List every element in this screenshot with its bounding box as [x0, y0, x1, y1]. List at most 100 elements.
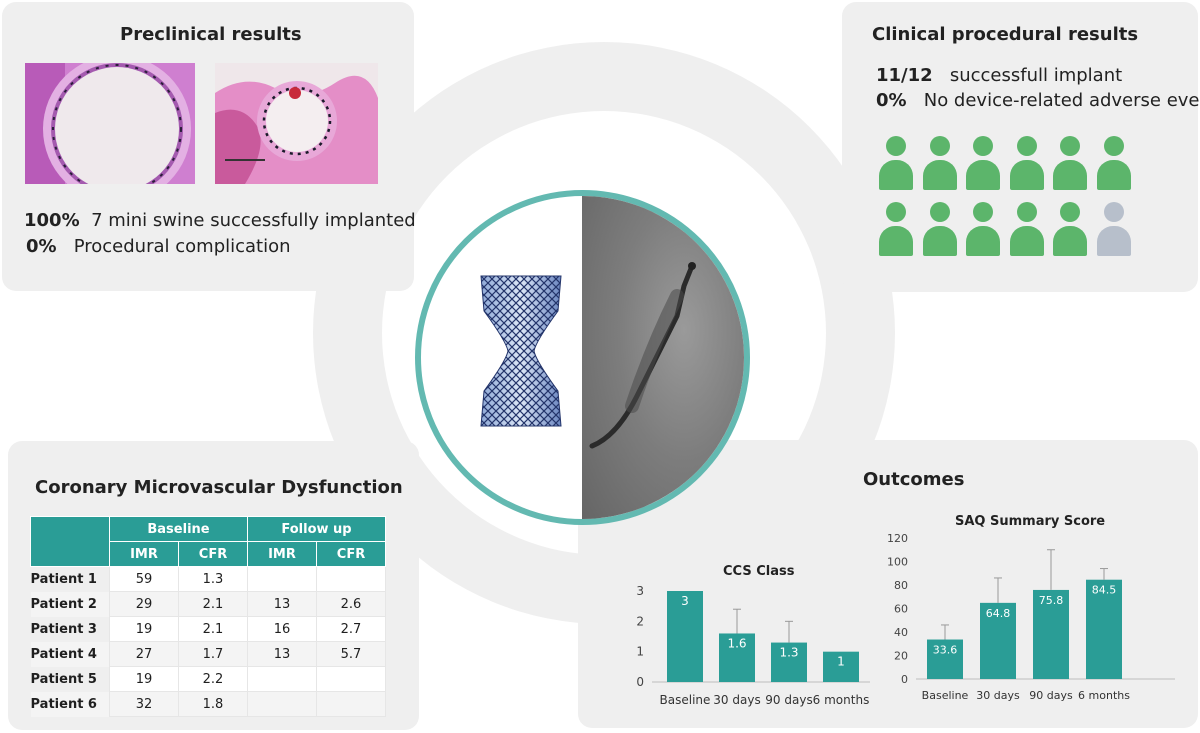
bar: [927, 639, 963, 679]
cell-followup-cfr: [316, 691, 386, 717]
saq-summary-chart: 0 20 40 60 80 100 120 33.6 Baseline 64.8 30 days 75…: [887, 532, 1175, 702]
cell-baseline-imr: 27: [109, 641, 179, 667]
histology-image-stented: [25, 63, 195, 184]
cell-baseline-imr: 32: [109, 691, 179, 717]
cell-baseline-imr: 59: [109, 566, 179, 592]
cell-followup-imr: 13: [247, 591, 317, 617]
person-icon: [965, 136, 1001, 192]
row-label: Patient 6: [30, 691, 110, 717]
person-head: [973, 136, 993, 156]
cmd-table-corner: [30, 516, 110, 567]
bar: [719, 633, 755, 682]
clinical-stat-2: 0% No device-related adverse events: [876, 90, 1200, 111]
person-body: [922, 226, 957, 256]
y-tick-label: 40: [894, 626, 908, 639]
table-row: Patient 5 19 2.2: [31, 666, 386, 692]
table-row: Patient 1 59 1.3: [31, 566, 386, 592]
y-tick-label: 0: [636, 675, 644, 689]
cell-followup-cfr: [316, 566, 386, 592]
person-head: [886, 136, 906, 156]
person-body: [879, 160, 913, 190]
stent-device-illustration: [480, 275, 562, 427]
y-tick-label: 0: [901, 673, 908, 686]
cmd-col-baseline-cfr: CFR: [178, 541, 248, 567]
y-tick-label: 2: [636, 614, 644, 628]
person-body: [922, 160, 957, 190]
table-row: Patient 3 19 2.1 16 2.7: [30, 616, 386, 642]
person-body: [1096, 160, 1131, 190]
cell-baseline-imr: 19: [109, 666, 179, 692]
cmd-table: Baseline Follow up IMR CFR IMR CFR Patie…: [30, 516, 386, 717]
cell-followup-imr: [247, 666, 317, 692]
cell-followup-imr: 13: [247, 641, 317, 667]
person-body: [879, 226, 913, 256]
person-icon: [1096, 136, 1132, 192]
clinical-stat-1-value: 11/12: [876, 65, 933, 86]
person-body: [1009, 226, 1044, 256]
person-icon: [1009, 202, 1045, 258]
cell-baseline-cfr: 2.1: [178, 591, 248, 617]
person-head: [1103, 202, 1124, 222]
y-tick-label: 100: [887, 556, 908, 569]
angiogram-drawing: [589, 262, 696, 449]
person-head: [1103, 136, 1124, 156]
saq-chart-title: SAQ Summary Score: [955, 514, 1106, 529]
y-tick-label: 20: [894, 650, 908, 663]
cell-followup-imr: 16: [247, 616, 317, 642]
cmd-group-baseline: Baseline: [109, 516, 248, 542]
person-body: [966, 160, 1000, 190]
ccs-class-chart: 0 1 2 3 3 Baseline 1.6 30 days 1.3 90 days 1 6 mont…: [636, 584, 870, 707]
cell-baseline-cfr: 1.8: [178, 691, 248, 717]
data-label: 64.8: [986, 607, 1011, 620]
cell-followup-cfr: [316, 666, 386, 692]
outcomes-title: Outcomes: [863, 469, 965, 490]
cmd-col-followup-imr: IMR: [247, 541, 317, 567]
histology-image-control: [215, 63, 378, 184]
clinical-stat-2-value: 0%: [876, 90, 907, 111]
preclinical-stat-1-text: 7 mini swine successfully implanted: [91, 210, 416, 231]
category-label: Baseline: [660, 693, 711, 707]
preclinical-panel: Preclinical results 100% 7 mini swine su…: [2, 2, 416, 291]
table-row: Patient 6 32 1.8: [30, 691, 386, 717]
clinical-stat-1-text: successfull implant: [949, 65, 1123, 86]
cell-followup-cfr: 2.7: [316, 616, 386, 642]
clinical-panel: Clinical procedural results 11/12 succes…: [842, 2, 1200, 292]
person-head: [1016, 202, 1037, 222]
person-icon: [922, 202, 958, 258]
row-label: Patient 3: [30, 621, 97, 637]
cell-followup-cfr: 2.6: [316, 591, 386, 617]
person-icon: [878, 202, 914, 258]
person-icon: [922, 136, 958, 192]
preclinical-stat-2: 0% Procedural complication: [26, 236, 291, 257]
cell-baseline-imr: 19: [109, 616, 179, 642]
person-head: [929, 136, 950, 156]
bar: [771, 642, 807, 682]
table-row: Patient 4 27 1.7 13 5.7: [30, 641, 386, 667]
person-head: [973, 202, 993, 222]
bar: [1033, 589, 1069, 679]
clinical-stat-2-text: No device-related adverse events: [923, 90, 1200, 111]
y-tick-label: 60: [894, 603, 908, 616]
person-head: [1016, 136, 1037, 156]
person-body: [1009, 160, 1044, 190]
preclinical-title: Preclinical results: [120, 24, 302, 45]
person-icon: [1052, 202, 1088, 258]
person-head: [1060, 202, 1080, 222]
table-row: Patient 2 29 2.1 13 2.6: [30, 591, 386, 617]
data-label: 3: [681, 594, 689, 608]
angiogram-image: [582, 196, 744, 519]
cmd-col-followup-cfr: CFR: [316, 541, 386, 567]
person-head: [1060, 136, 1080, 156]
person-icon: [878, 136, 914, 192]
data-label: 75.8: [1039, 594, 1064, 607]
cell-baseline-cfr: 1.7: [178, 641, 248, 667]
y-tick-label: 80: [894, 579, 908, 592]
category-label: Baseline: [922, 689, 969, 702]
cell-followup-imr: [247, 566, 317, 592]
bar: [667, 591, 703, 682]
cell-baseline-imr: 29: [109, 591, 179, 617]
category-label: 6 months: [813, 693, 870, 707]
histology-control-drawing: [215, 63, 378, 184]
preclinical-stat-2-text: Procedural complication: [73, 236, 291, 257]
category-label: 30 days: [976, 689, 1020, 702]
